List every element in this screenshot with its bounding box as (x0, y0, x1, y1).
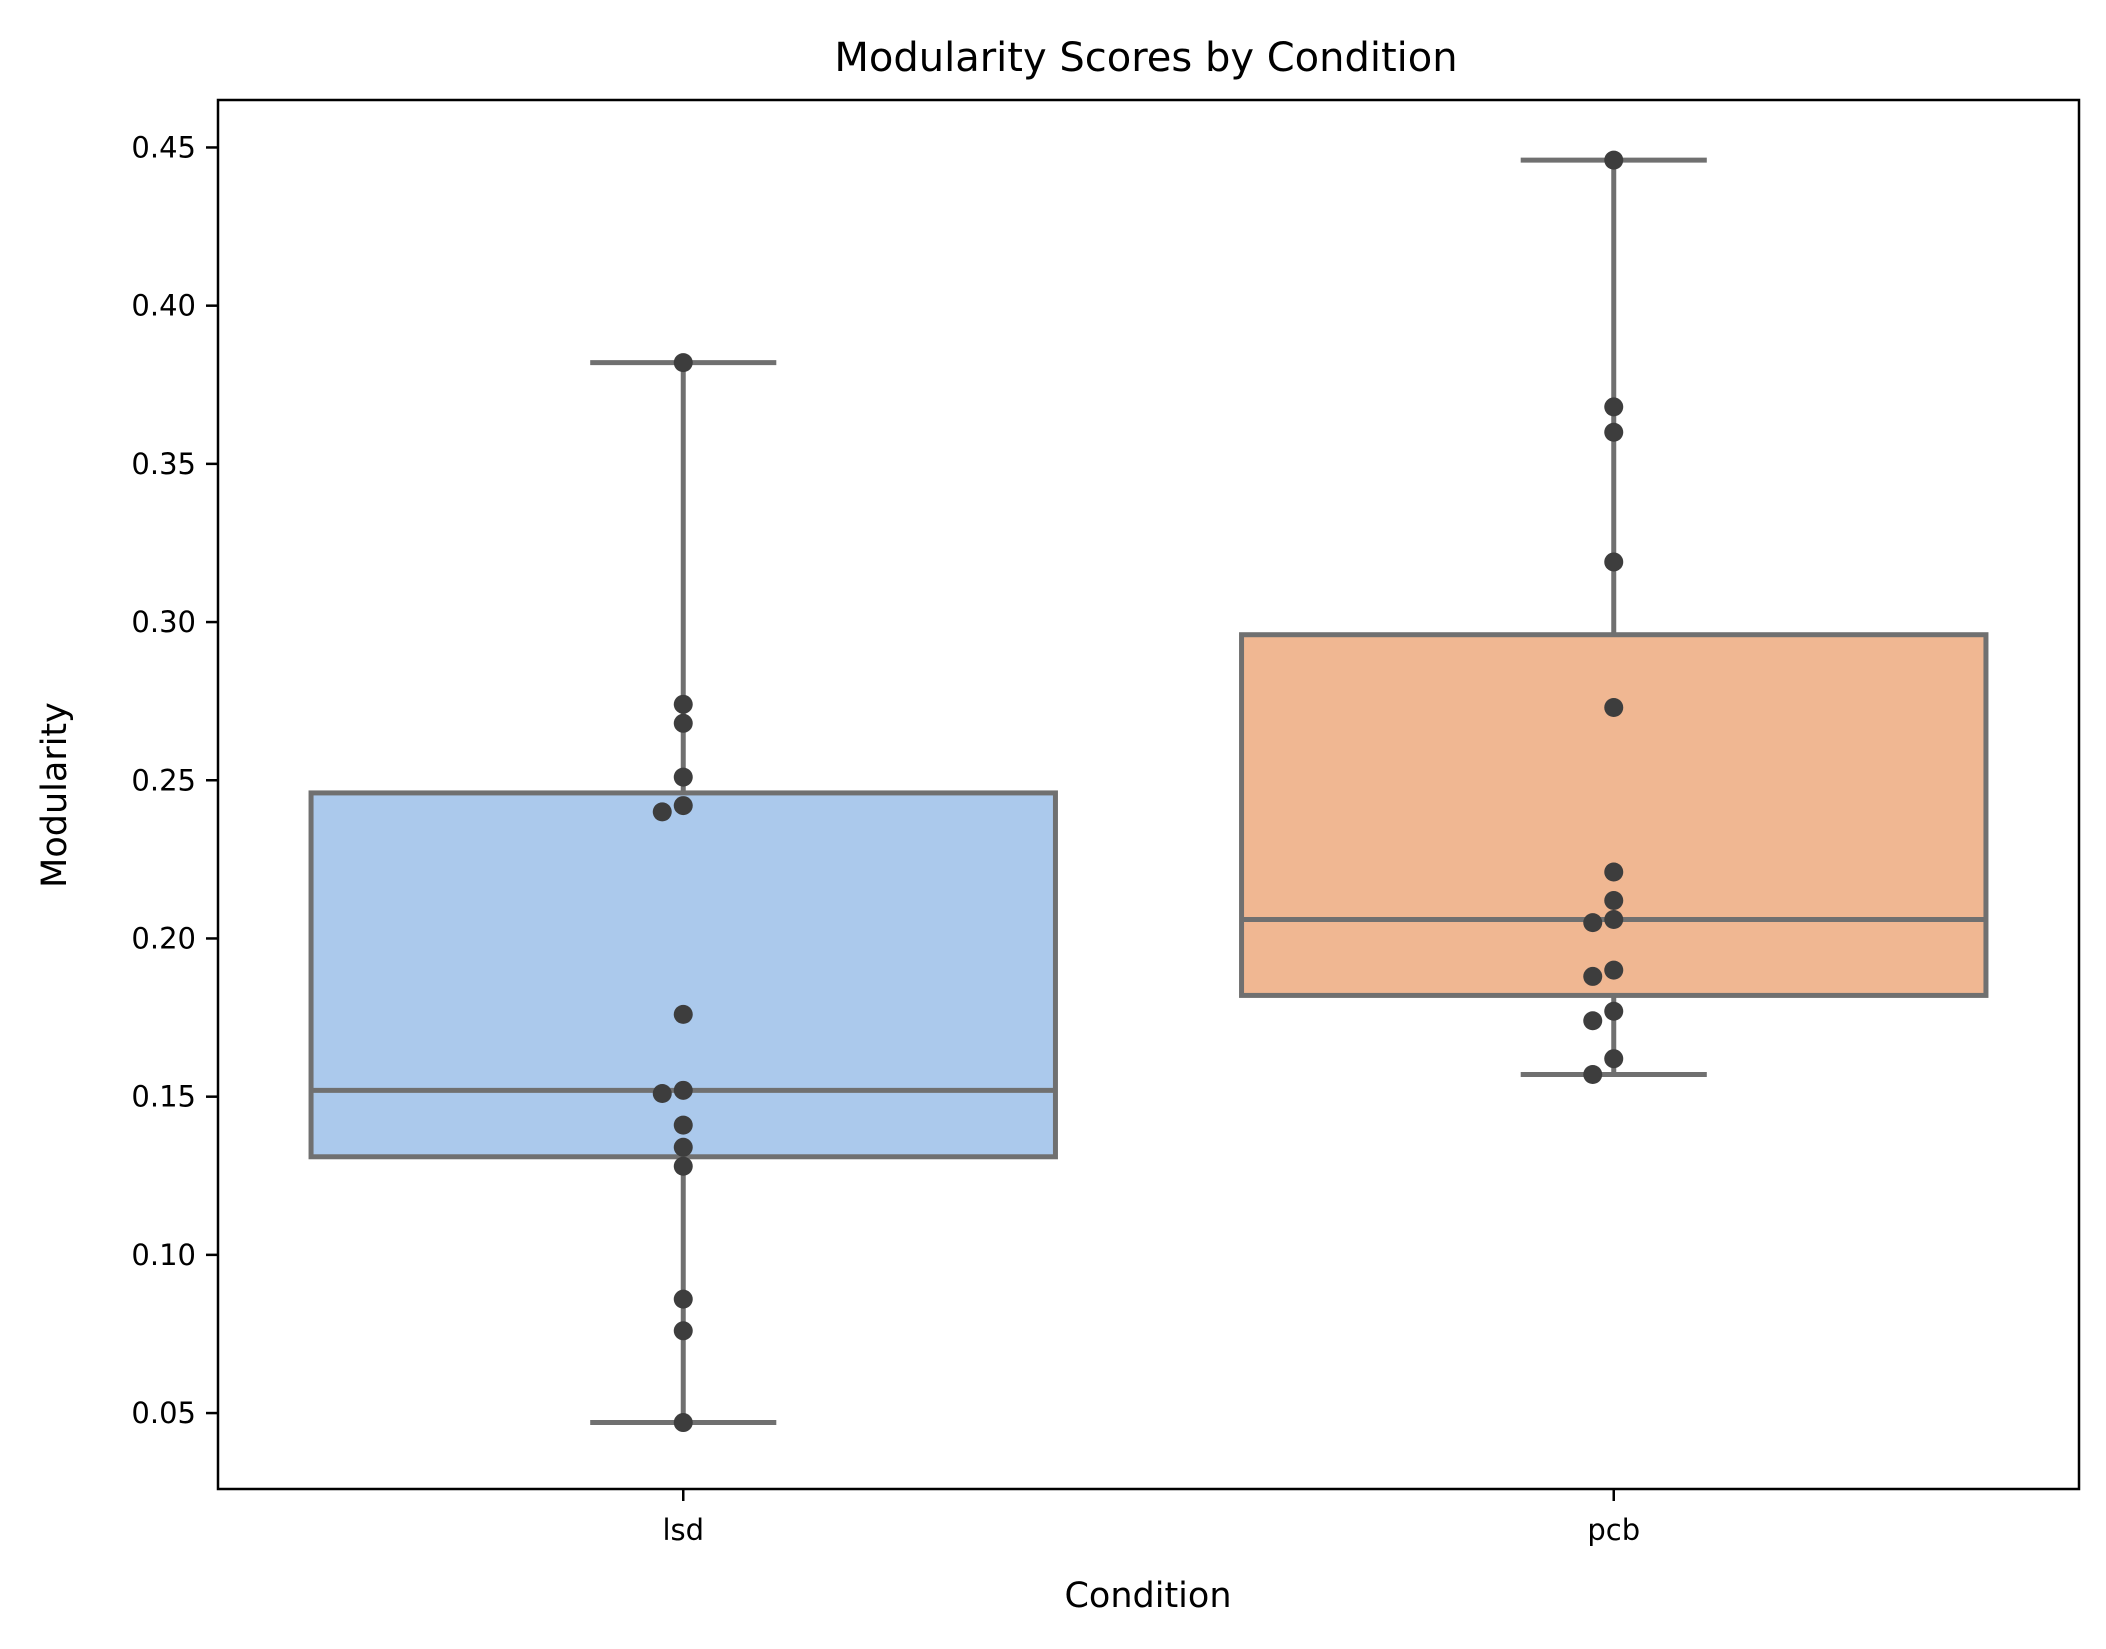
data-point (1604, 1001, 1624, 1021)
box-group-pcb (1239, 150, 1989, 1085)
y-tick-label: 0.10 (131, 1238, 196, 1272)
y-tick-label: 0.35 (131, 447, 196, 481)
x-tick-label: lsd (662, 1513, 704, 1547)
y-tick-label: 0.30 (131, 605, 196, 639)
data-point (652, 802, 672, 822)
box-iqr (308, 790, 1058, 1160)
data-point (1604, 697, 1624, 717)
x-axis-label: Condition (1064, 1576, 1231, 1616)
data-point (1583, 913, 1603, 933)
y-axis-label: Modularity (35, 702, 75, 888)
data-point (673, 1080, 693, 1100)
data-point (673, 1321, 693, 1341)
data-point (1604, 1049, 1624, 1069)
data-point (652, 1083, 672, 1103)
data-point (673, 353, 693, 373)
box-iqr (1239, 632, 1989, 998)
data-point (673, 767, 693, 787)
y-axis: 0.05 0.10 0.15 0.20 0.25 0.30 0.35 0.40 0.45 (131, 130, 218, 1430)
data-point (1583, 1065, 1603, 1085)
axes-frame (216, 98, 2081, 1491)
data-point (673, 1137, 693, 1157)
data-point (673, 1156, 693, 1176)
y-tick-label: 0.15 (131, 1080, 196, 1114)
data-point (673, 796, 693, 816)
x-axis: lsd pcb (662, 1489, 1640, 1547)
data-point (673, 1115, 693, 1135)
data-point (1583, 1011, 1603, 1031)
data-point (673, 713, 693, 733)
data-point (673, 1413, 693, 1433)
data-point (1604, 890, 1624, 910)
data-point (1583, 966, 1603, 986)
data-point (673, 1004, 693, 1024)
y-tick-label: 0.45 (131, 130, 196, 164)
data-point (1604, 397, 1624, 417)
y-tick-label: 0.05 (131, 1396, 196, 1430)
plot-area (308, 150, 1989, 1433)
data-point (673, 1289, 693, 1309)
data-point (1604, 909, 1624, 929)
x-tick-label: pcb (1587, 1513, 1640, 1547)
box-group-lsd (308, 353, 1058, 1433)
y-tick-label: 0.25 (131, 763, 196, 797)
data-point (1604, 422, 1624, 442)
y-tick-label: 0.20 (131, 921, 196, 955)
data-point (1604, 862, 1624, 882)
data-point (1604, 150, 1624, 170)
data-point (1604, 552, 1624, 572)
data-point (1604, 960, 1624, 980)
y-tick-label: 0.40 (131, 289, 196, 323)
chart-title: Modularity Scores by Condition (834, 35, 1457, 81)
data-point (673, 694, 693, 714)
